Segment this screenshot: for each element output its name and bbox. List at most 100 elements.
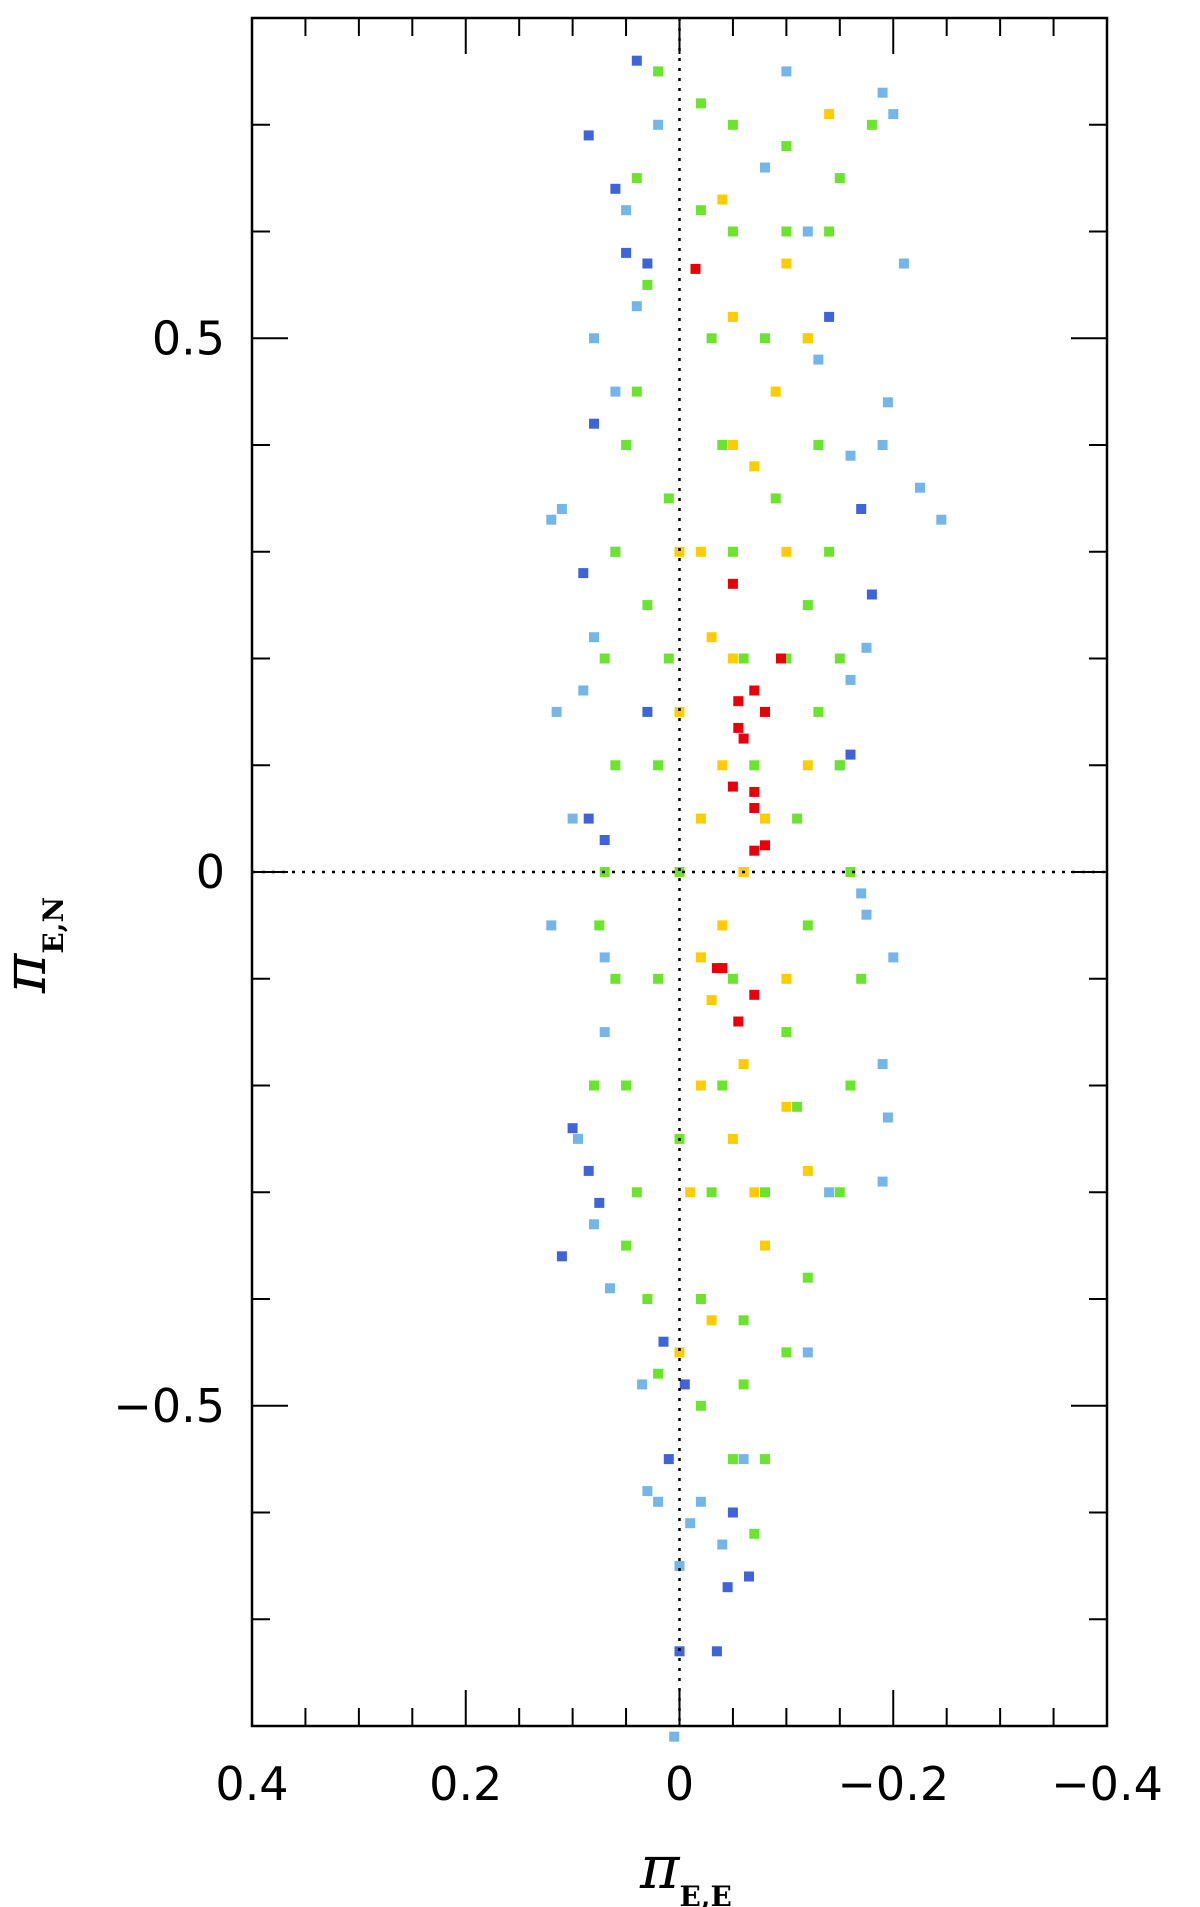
data-point — [760, 162, 770, 173]
data-point — [674, 1347, 685, 1358]
data-point — [813, 440, 824, 450]
data-point — [653, 1496, 664, 1507]
data-point — [669, 1731, 680, 1742]
y-tick-label: 0.5 — [152, 311, 225, 365]
data-point — [802, 333, 813, 344]
data-point — [781, 66, 792, 77]
data-point — [738, 653, 749, 664]
data-point — [760, 840, 770, 851]
data-point — [781, 1347, 792, 1358]
data-point — [738, 1379, 749, 1390]
data-point — [781, 1027, 792, 1038]
data-point — [744, 1571, 754, 1582]
data-point — [866, 119, 877, 130]
data-point — [749, 1187, 760, 1198]
data-point — [813, 354, 824, 365]
data-point — [679, 1379, 690, 1390]
data-point — [706, 632, 717, 643]
data-point — [898, 258, 909, 269]
tick-labels: 0.4 0.2 0 −0.2 −0.4 0.5 0 −0.5 — [113, 311, 1163, 1811]
data-point — [727, 1133, 738, 1144]
data-point — [589, 632, 599, 643]
data-point — [834, 1187, 845, 1198]
data-point — [674, 546, 685, 557]
data-point — [653, 973, 664, 984]
data-point — [642, 258, 653, 269]
data-point — [589, 333, 599, 344]
data-point — [546, 514, 557, 525]
data-point — [589, 418, 599, 429]
data-point — [685, 1187, 696, 1198]
data-point — [845, 1080, 856, 1091]
data-point — [717, 1080, 728, 1091]
data-point — [695, 813, 706, 824]
data-point — [727, 973, 738, 984]
y-tick-label: −0.5 — [113, 1379, 225, 1433]
data-point — [621, 247, 632, 258]
data-point — [877, 87, 888, 98]
y-tick-label: 0 — [196, 845, 225, 899]
data-point — [653, 66, 664, 77]
data-point — [717, 963, 728, 974]
data-point — [695, 1400, 706, 1411]
data-point — [631, 301, 642, 312]
data-point — [802, 920, 813, 931]
data-point — [749, 845, 760, 856]
data-point — [599, 835, 610, 845]
data-point — [877, 1176, 888, 1187]
data-point — [824, 546, 835, 557]
data-point — [706, 1315, 717, 1326]
data-point — [583, 813, 594, 824]
data-point — [727, 226, 738, 237]
data-point — [727, 440, 738, 450]
data-point — [594, 1197, 605, 1208]
data-point — [802, 1347, 813, 1358]
data-point — [637, 1379, 648, 1390]
x-axis-label-symbol: π — [639, 1833, 681, 1903]
data-point — [605, 1283, 615, 1294]
data-point — [760, 813, 770, 824]
data-point — [695, 1080, 706, 1091]
data-point — [856, 973, 867, 984]
data-point — [824, 226, 835, 237]
data-point — [915, 482, 925, 493]
data-point — [802, 1165, 813, 1176]
data-point — [621, 1240, 632, 1251]
data-point — [733, 1016, 744, 1027]
data-point — [738, 1059, 749, 1070]
data-point — [695, 546, 706, 557]
data-point — [749, 685, 760, 696]
data-point — [663, 493, 674, 504]
data-point — [711, 1646, 722, 1657]
data-point — [663, 1454, 674, 1465]
data-point — [727, 546, 738, 557]
data-point — [642, 279, 653, 290]
data-point — [685, 1518, 696, 1529]
data-point — [781, 653, 792, 664]
data-point — [706, 995, 717, 1006]
data-point — [882, 1112, 893, 1123]
data-point — [792, 1101, 803, 1112]
data-point — [824, 109, 835, 120]
data-point — [802, 760, 813, 771]
data-point — [824, 1187, 835, 1198]
data-point — [781, 226, 792, 237]
data-point — [727, 1507, 738, 1518]
data-point — [861, 909, 872, 920]
data-point — [733, 722, 744, 733]
data-point — [599, 653, 610, 664]
y-axis-label: πE,N — [0, 897, 70, 994]
x-tick-label: 0.4 — [215, 1757, 288, 1811]
data-point — [936, 514, 947, 525]
data-point — [802, 600, 813, 611]
data-point — [733, 696, 744, 707]
data-point — [770, 493, 781, 504]
data-point — [802, 226, 813, 237]
data-point — [556, 1251, 567, 1262]
data-point — [631, 386, 642, 397]
data-point — [781, 546, 792, 557]
data-point — [727, 653, 738, 664]
x-axis-label: πE,E — [639, 1833, 732, 1907]
data-point — [674, 706, 685, 717]
data-point — [717, 440, 728, 450]
